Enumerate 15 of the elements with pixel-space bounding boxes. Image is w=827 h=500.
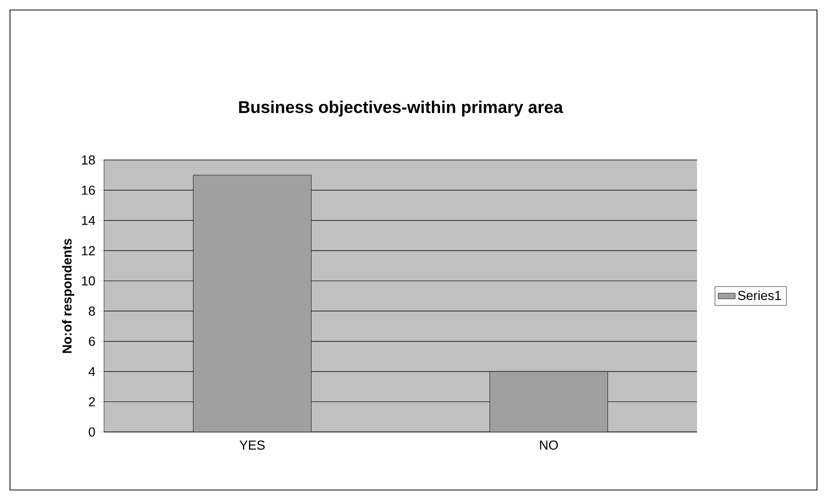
y-tick-label: 10: [82, 276, 95, 286]
x-tick-label: NO: [540, 440, 558, 450]
y-tick-label: 2: [88, 397, 95, 406]
legend-label: Series1: [738, 290, 781, 300]
y-tick-label: 4: [88, 367, 96, 376]
y-tick-label: 14: [82, 216, 96, 225]
y-tick-label: 8: [88, 306, 95, 316]
y-tick-label: 0: [88, 427, 95, 437]
chart-title: Business objectives-within primary area: [239, 100, 564, 116]
y-tick-label: 6: [88, 336, 95, 346]
y-tick-label: 12: [82, 246, 95, 256]
x-tick-label: YES: [240, 440, 265, 450]
y-axis-title: No:of respondents: [62, 238, 74, 353]
y-tick-label: 16: [82, 186, 95, 195]
y-tick-label: 18: [82, 155, 95, 165]
